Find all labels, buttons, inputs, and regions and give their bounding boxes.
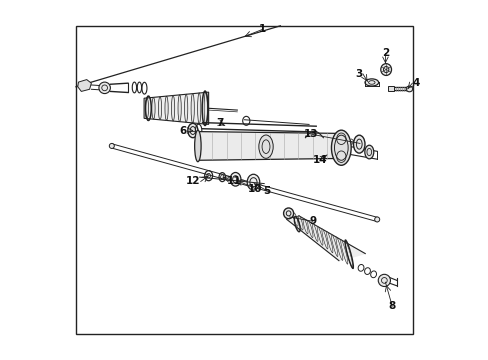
- Text: 2: 2: [381, 48, 388, 58]
- Ellipse shape: [331, 130, 350, 165]
- Ellipse shape: [335, 237, 342, 260]
- Ellipse shape: [230, 172, 241, 186]
- Circle shape: [378, 274, 389, 287]
- Ellipse shape: [406, 86, 412, 92]
- Ellipse shape: [345, 242, 352, 268]
- Ellipse shape: [184, 94, 187, 122]
- Text: 3: 3: [355, 69, 362, 79]
- Ellipse shape: [321, 229, 327, 249]
- Polygon shape: [78, 80, 91, 91]
- Text: 11: 11: [226, 176, 241, 186]
- Text: 5: 5: [263, 186, 270, 196]
- Text: 13: 13: [303, 129, 317, 139]
- Ellipse shape: [197, 93, 201, 124]
- Ellipse shape: [158, 97, 162, 120]
- Circle shape: [109, 143, 114, 148]
- Ellipse shape: [258, 135, 273, 158]
- Polygon shape: [198, 132, 337, 160]
- Ellipse shape: [298, 216, 303, 230]
- Text: 12: 12: [186, 176, 201, 186]
- Circle shape: [374, 217, 379, 222]
- Ellipse shape: [283, 208, 293, 219]
- Polygon shape: [144, 92, 208, 125]
- Ellipse shape: [203, 92, 207, 125]
- Text: 7: 7: [216, 118, 224, 128]
- Ellipse shape: [317, 226, 322, 245]
- Ellipse shape: [340, 240, 347, 264]
- Ellipse shape: [152, 98, 155, 119]
- Ellipse shape: [380, 64, 391, 76]
- Ellipse shape: [326, 232, 332, 253]
- Ellipse shape: [307, 221, 312, 238]
- Ellipse shape: [331, 234, 337, 257]
- Ellipse shape: [164, 96, 168, 120]
- Ellipse shape: [194, 130, 201, 162]
- Text: 1: 1: [258, 24, 265, 35]
- Ellipse shape: [171, 95, 174, 121]
- Ellipse shape: [247, 174, 259, 190]
- Ellipse shape: [303, 219, 307, 234]
- Ellipse shape: [178, 95, 181, 122]
- Ellipse shape: [293, 213, 298, 226]
- Ellipse shape: [353, 135, 364, 153]
- Text: 14: 14: [312, 155, 326, 165]
- Ellipse shape: [145, 98, 148, 118]
- Ellipse shape: [191, 94, 194, 123]
- Ellipse shape: [187, 123, 198, 138]
- Text: 8: 8: [388, 301, 395, 311]
- Ellipse shape: [364, 145, 373, 159]
- Text: 6: 6: [180, 126, 187, 135]
- Polygon shape: [387, 86, 394, 91]
- Text: 4: 4: [411, 78, 419, 88]
- Ellipse shape: [312, 224, 317, 242]
- Polygon shape: [286, 216, 365, 261]
- Text: 9: 9: [308, 216, 316, 226]
- Text: 10: 10: [247, 184, 262, 194]
- Ellipse shape: [364, 79, 378, 86]
- Circle shape: [99, 82, 110, 94]
